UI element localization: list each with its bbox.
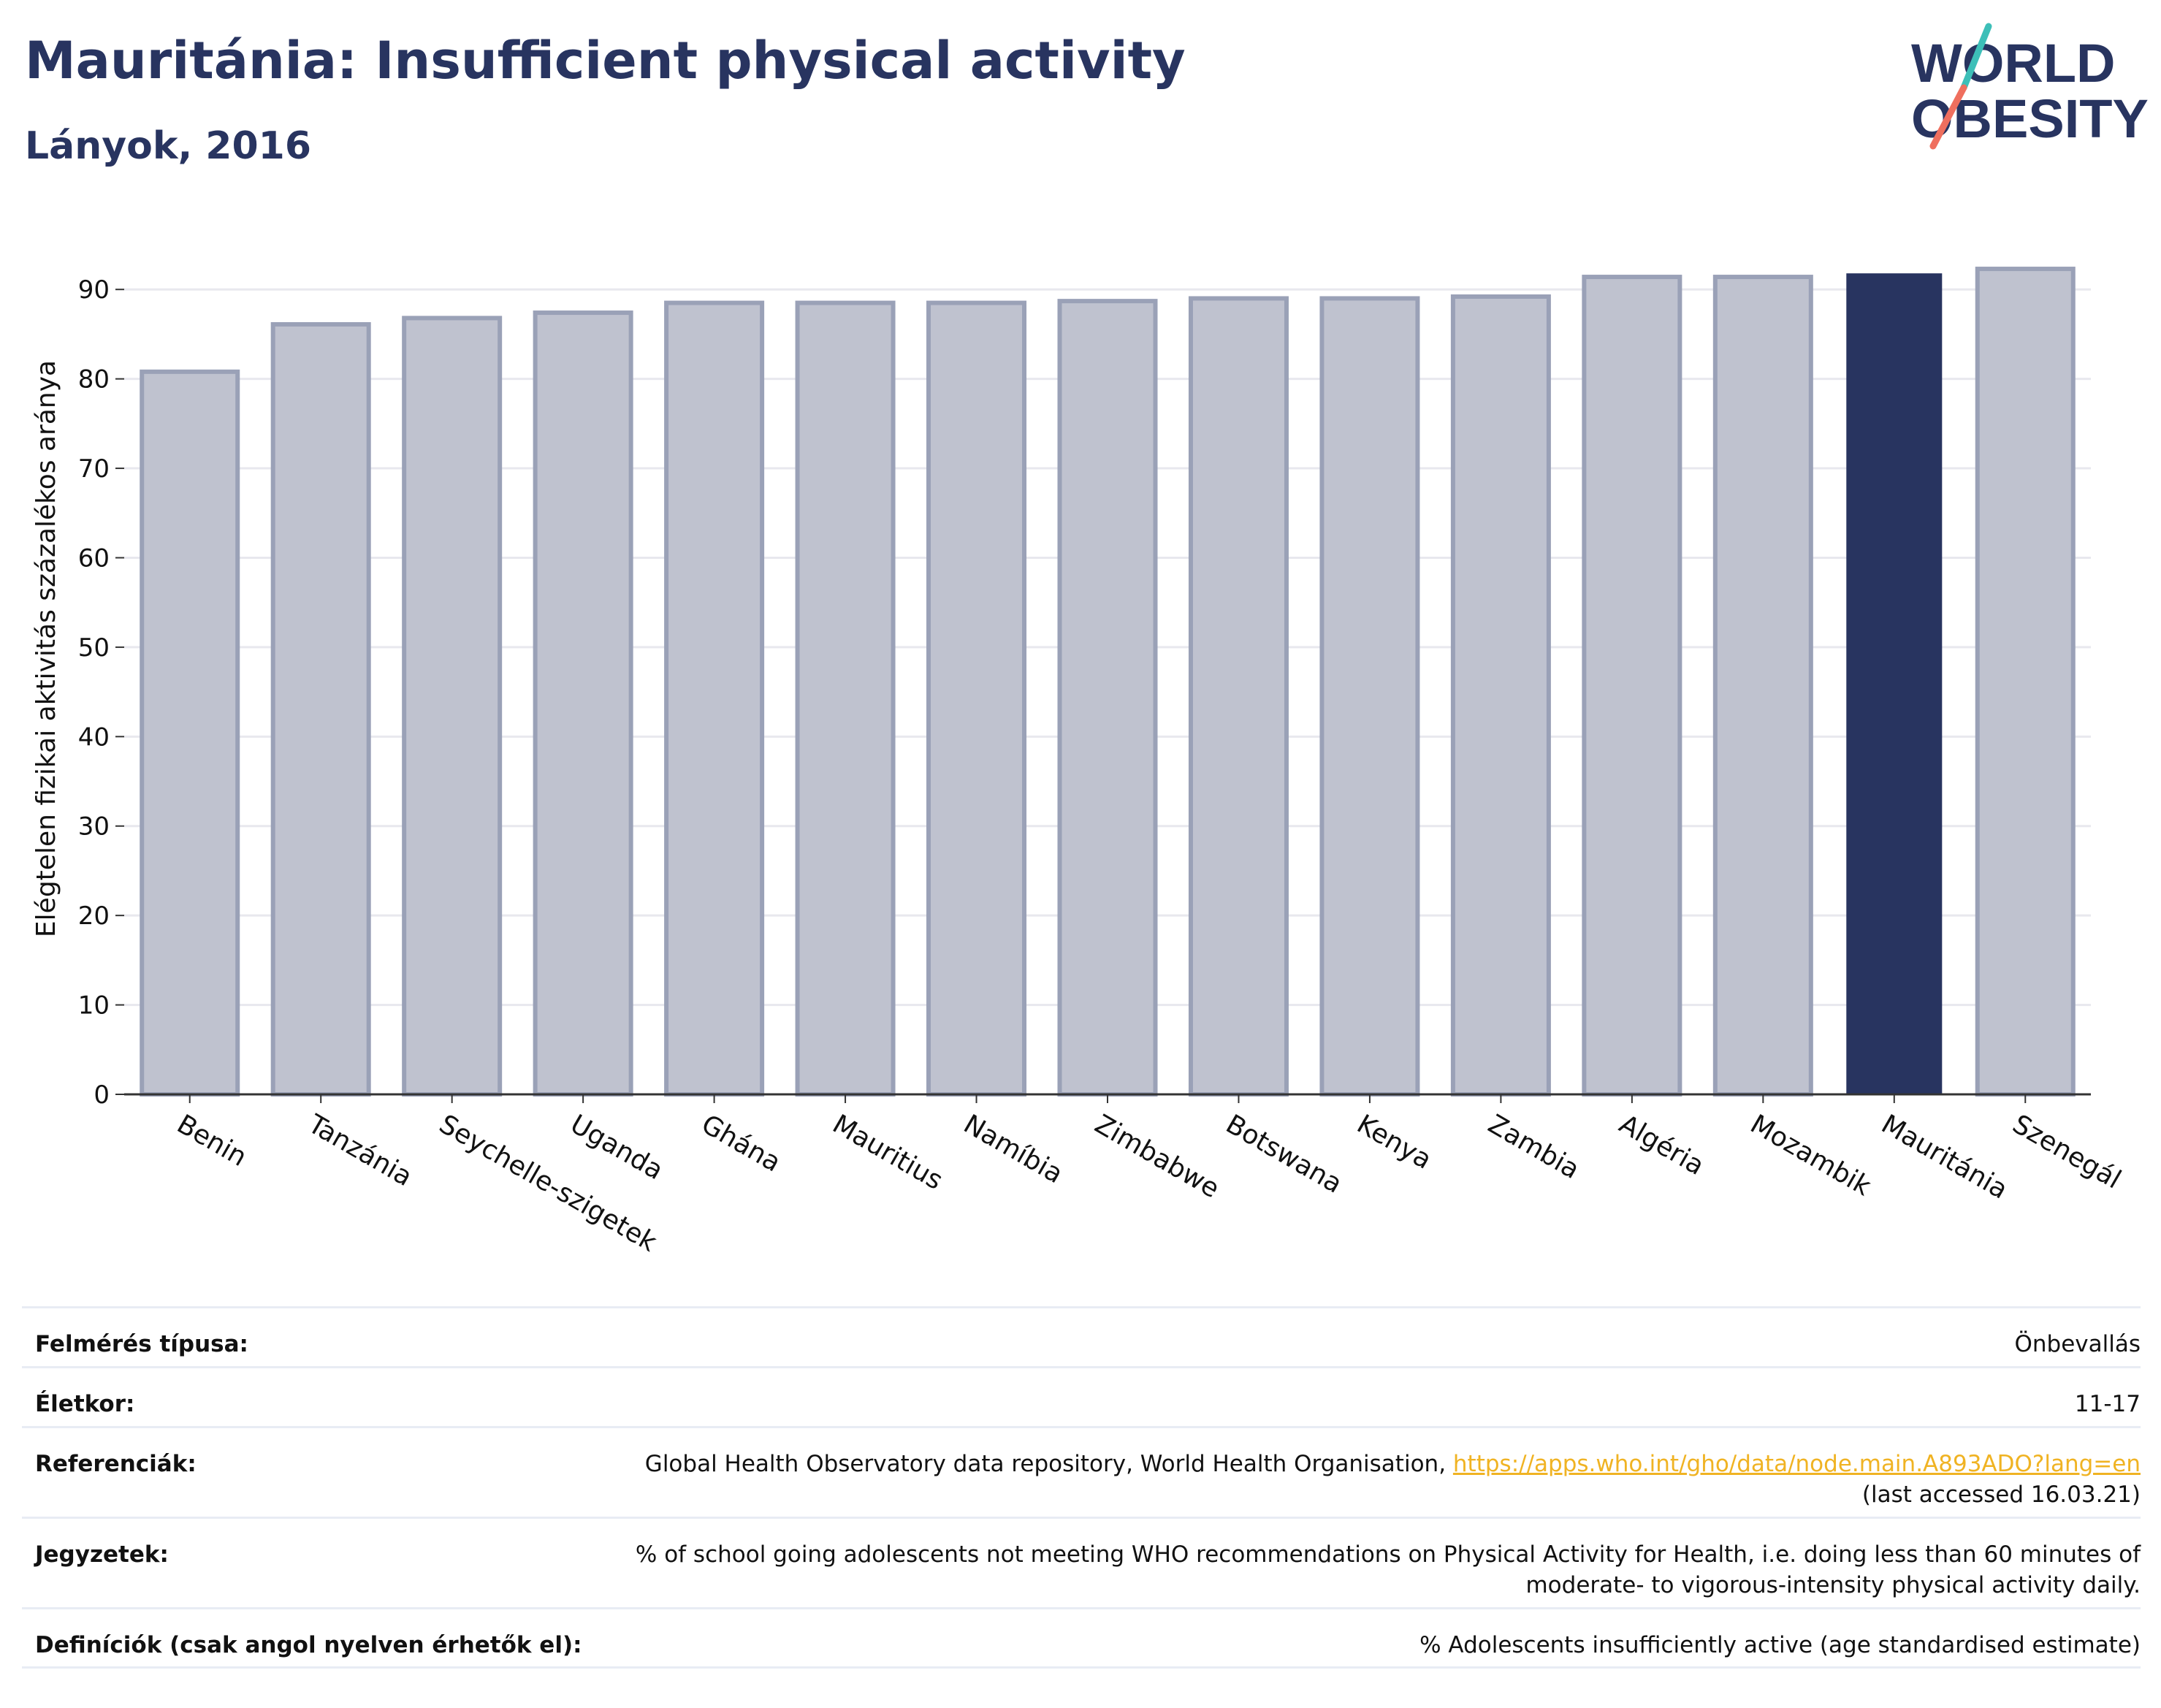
x-tick-label: Mauritánia <box>1876 1109 2013 1205</box>
chart-subtitle: Lányok, 2016 <box>25 124 312 168</box>
bar-Szenegál <box>1975 267 2076 1097</box>
bar-Benin <box>140 369 240 1097</box>
x-tick-label: Seychelle-szigetek <box>434 1109 662 1258</box>
info-value-text: 11-17 <box>2074 1391 2141 1417</box>
y-tick-label: 40 <box>78 723 110 752</box>
x-tick-label: Mozambik <box>1745 1109 1876 1202</box>
bar-Zambia <box>1450 294 1551 1097</box>
info-value-text: Önbevallás <box>2014 1331 2141 1357</box>
info-label: Referenciák: <box>35 1451 197 1477</box>
info-table: Felmérés típusa: Önbevallás Életkor: 11-17 R… <box>22 1306 2141 1669</box>
chart-title: Mauritánia: Insufficient physical activi… <box>25 31 1186 91</box>
info-row: Életkor: 11-17 <box>22 1366 2141 1426</box>
info-value: Önbevallás <box>2014 1329 2141 1360</box>
x-tick-label: Kenya <box>1352 1109 1436 1175</box>
x-tick-label: Uganda <box>565 1109 668 1186</box>
info-label: Életkor: <box>35 1391 135 1417</box>
y-tick-label: 50 <box>78 633 110 663</box>
y-tick-label: 60 <box>78 544 110 573</box>
info-label: Jegyzetek: <box>35 1541 169 1568</box>
info-value: 11-17 <box>2075 1389 2141 1419</box>
y-tick-label: 90 <box>78 275 110 305</box>
x-tick-label: Namíbia <box>958 1109 1068 1189</box>
info-row: Referenciák: Global Health Observatory da… <box>22 1426 2141 1517</box>
info-value: % of school going adolescents not meetin… <box>570 1539 2141 1601</box>
bar-Uganda <box>533 310 633 1097</box>
y-tick-label: 20 <box>78 901 110 931</box>
logo-slash-teal <box>1960 23 1992 91</box>
logo-slash-coral <box>1929 84 1967 150</box>
x-tick-label: Botswana <box>1221 1109 1347 1199</box>
info-value-text: Global Health Observatory data repositor… <box>644 1451 1453 1477</box>
y-tick-label: 30 <box>78 812 110 842</box>
x-tick-label: Benin <box>172 1109 251 1173</box>
y-axis-label: Elégtelen fizikai aktivitás százalékos a… <box>31 360 61 937</box>
bar-Algéria <box>1582 275 1682 1097</box>
info-value-text: % Adolescents insufficiently active (age… <box>1419 1632 2141 1658</box>
info-value-text: % of school going adolescents not meetin… <box>635 1541 2141 1598</box>
x-tick-label: Szenegál <box>2008 1109 2126 1194</box>
info-label: Definíciók (csak angol nyelven érhetők e… <box>35 1632 582 1658</box>
info-row: Jegyzetek: % of school going adolescents … <box>22 1517 2141 1607</box>
y-tick-label: 0 <box>94 1080 110 1110</box>
bar-Mozambik <box>1712 275 1813 1097</box>
x-tick-label: Algéria <box>1614 1109 1709 1181</box>
y-tick-label: 70 <box>78 454 110 484</box>
reference-link[interactable]: https://apps.who.int/gho/data/node.main.… <box>1452 1451 2141 1477</box>
bar-Ghána <box>664 300 765 1097</box>
x-tick-label: Zimbabwe <box>1090 1109 1224 1204</box>
info-value: Global Health Observatory data repositor… <box>645 1449 2141 1510</box>
x-tick-label: Zambia <box>1483 1109 1585 1185</box>
y-tick-label: 80 <box>78 365 110 394</box>
y-tick-label: 10 <box>78 991 110 1021</box>
bar-Botswana <box>1188 296 1289 1097</box>
info-value-note: (last accessed 16.03.21) <box>1861 1482 2141 1508</box>
bar-Mauritánia <box>1846 273 1943 1094</box>
x-tick-label: Tanzánia <box>302 1109 417 1192</box>
logo-text-world: WORLD <box>1911 33 2116 94</box>
bar-Kenya <box>1319 296 1420 1097</box>
bar-Namíbia <box>926 300 1027 1097</box>
bar-Mauritius <box>795 300 896 1097</box>
world-obesity-logo: WORLD OBESITY <box>1911 23 2148 150</box>
x-tick-label: Mauritius <box>828 1109 948 1196</box>
bar-Zimbabwe <box>1057 299 1158 1097</box>
bar-chart: 0 10 20 30 40 50 60 70 80 90 Benin Tanzánia Seychell… <box>31 267 2126 1258</box>
info-row: Definíciók (csak angol nyelven érhetők e… <box>22 1607 2141 1669</box>
info-value: % Adolescents insufficiently active (age… <box>1419 1630 2141 1661</box>
info-row: Felmérés típusa: Önbevallás <box>22 1306 2141 1366</box>
x-tick-label: Ghána <box>696 1109 785 1178</box>
info-label: Felmérés típusa: <box>35 1331 248 1357</box>
bar-Tanzánia <box>270 321 371 1097</box>
bar-Seychelle-szigetek <box>402 316 503 1097</box>
